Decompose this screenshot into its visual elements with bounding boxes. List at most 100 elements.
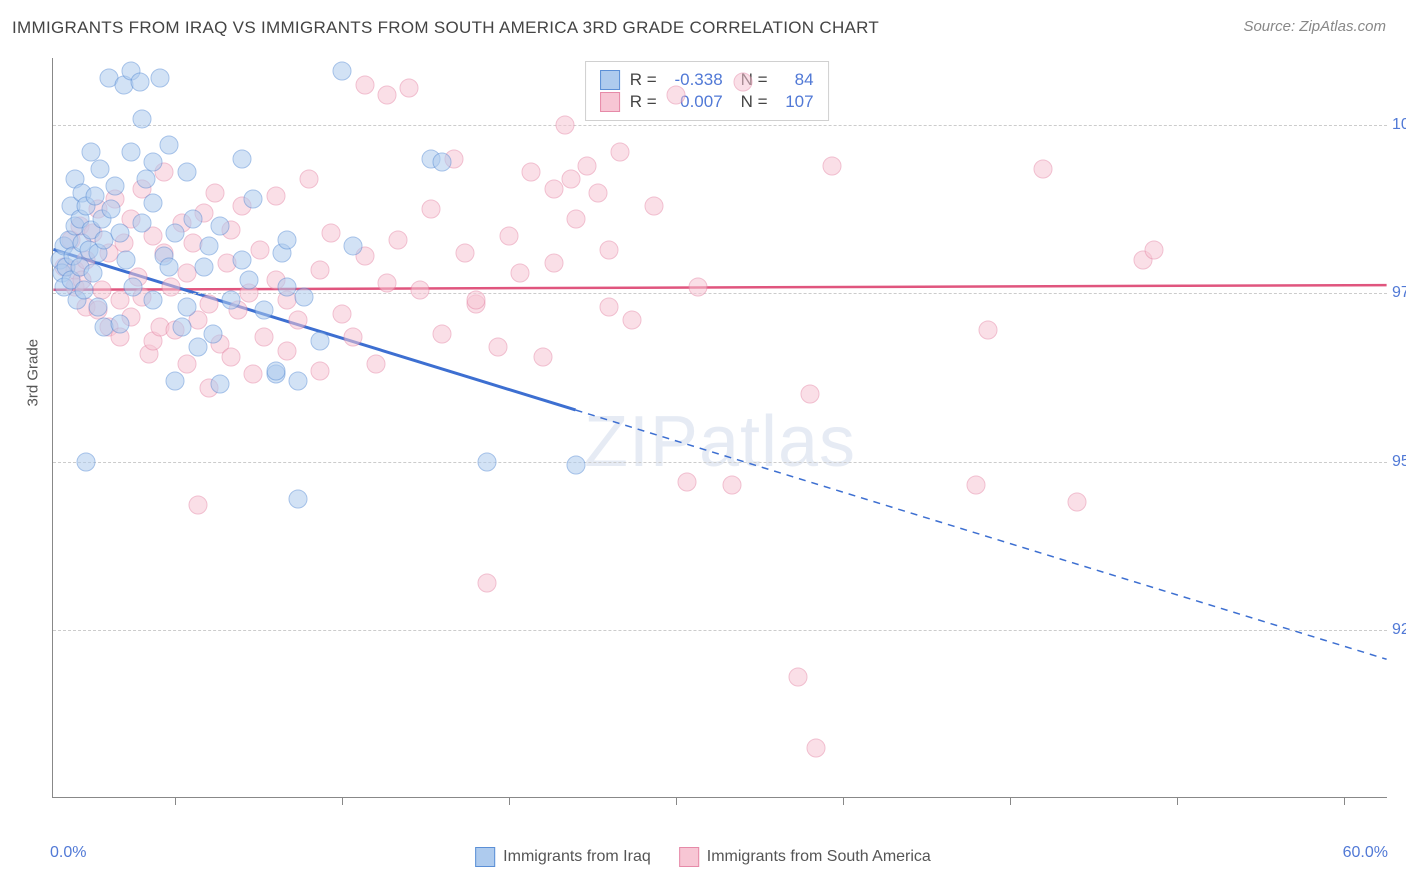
scatter-point xyxy=(250,240,269,259)
scatter-point xyxy=(288,489,307,508)
scatter-point xyxy=(110,223,129,242)
scatter-point xyxy=(204,324,223,343)
scatter-point xyxy=(477,573,496,592)
chart-source: Source: ZipAtlas.com xyxy=(1243,18,1386,35)
scatter-point xyxy=(611,143,630,162)
scatter-point xyxy=(544,254,563,273)
scatter-point xyxy=(184,210,203,229)
x-tick-minor xyxy=(342,797,343,805)
x-tick-minor xyxy=(175,797,176,805)
scatter-point xyxy=(199,237,218,256)
legend-swatch-pink xyxy=(679,847,699,867)
scatter-point xyxy=(244,190,263,209)
scatter-point xyxy=(84,264,103,283)
scatter-point xyxy=(400,79,419,98)
scatter-point xyxy=(377,274,396,293)
scatter-point xyxy=(255,328,274,347)
scatter-point xyxy=(689,277,708,296)
y-tick-label: 95.0% xyxy=(1392,453,1406,471)
x-tick-minor xyxy=(1177,797,1178,805)
scatter-point xyxy=(233,149,252,168)
scatter-point xyxy=(366,355,385,374)
scatter-point xyxy=(678,472,697,491)
scatter-point xyxy=(544,180,563,199)
x-tick-minor xyxy=(1344,797,1345,805)
scatter-point xyxy=(288,311,307,330)
x-tick-minor xyxy=(843,797,844,805)
x-tick-minor xyxy=(509,797,510,805)
scatter-point xyxy=(133,109,152,128)
watermark: ZIPatlas xyxy=(584,401,856,483)
legend-row-blue: R = -0.338 N = 84 xyxy=(600,70,814,90)
scatter-point xyxy=(277,341,296,360)
chart-plot-area: 3rd Grade ZIPatlas R = -0.338 N = 84 R =… xyxy=(52,58,1387,798)
y-tick-label: 92.5% xyxy=(1392,621,1406,639)
scatter-point xyxy=(533,348,552,367)
scatter-point xyxy=(722,476,741,495)
scatter-point xyxy=(800,385,819,404)
scatter-point xyxy=(433,324,452,343)
scatter-point xyxy=(589,183,608,202)
x-axis-max: 60.0% xyxy=(1343,844,1388,862)
n-value-pink: 107 xyxy=(778,92,814,112)
scatter-point xyxy=(433,153,452,172)
scatter-point xyxy=(1067,493,1086,512)
scatter-point xyxy=(1034,160,1053,179)
gridline-h xyxy=(53,125,1387,126)
gridline-h xyxy=(53,462,1387,463)
scatter-point xyxy=(466,291,485,310)
x-tick-minor xyxy=(1010,797,1011,805)
scatter-point xyxy=(1145,240,1164,259)
scatter-point xyxy=(77,452,96,471)
scatter-point xyxy=(166,223,185,242)
scatter-point xyxy=(622,311,641,330)
scatter-point xyxy=(222,348,241,367)
scatter-point xyxy=(130,72,149,91)
scatter-point xyxy=(578,156,597,175)
scatter-point xyxy=(90,160,109,179)
scatter-point xyxy=(177,264,196,283)
scatter-point xyxy=(86,186,105,205)
scatter-point xyxy=(88,297,107,316)
legend-label-pink: Immigrants from South America xyxy=(707,848,931,866)
y-axis-label: 3rd Grade xyxy=(25,338,42,406)
scatter-point xyxy=(110,314,129,333)
scatter-point xyxy=(333,62,352,81)
chart-title: IMMIGRANTS FROM IRAQ VS IMMIGRANTS FROM … xyxy=(12,18,879,38)
legend-swatch-blue xyxy=(475,847,495,867)
legend-item-blue: Immigrants from Iraq xyxy=(475,847,651,867)
scatter-point xyxy=(355,75,374,94)
scatter-point xyxy=(255,301,274,320)
scatter-point xyxy=(566,456,585,475)
scatter-point xyxy=(733,72,752,91)
scatter-point xyxy=(822,156,841,175)
scatter-point xyxy=(121,143,140,162)
scatter-point xyxy=(522,163,541,182)
scatter-point xyxy=(344,328,363,347)
scatter-point xyxy=(188,338,207,357)
scatter-point xyxy=(388,230,407,249)
scatter-point xyxy=(344,237,363,256)
trend-lines-svg xyxy=(53,58,1387,797)
scatter-point xyxy=(239,271,258,290)
scatter-point xyxy=(106,176,125,195)
scatter-point xyxy=(288,371,307,390)
scatter-point xyxy=(600,240,619,259)
r-label: R = xyxy=(630,92,657,112)
scatter-point xyxy=(199,294,218,313)
scatter-point xyxy=(807,738,826,757)
scatter-point xyxy=(124,277,143,296)
scatter-point xyxy=(789,667,808,686)
legend-row-pink: R = 0.007 N = 107 xyxy=(600,92,814,112)
scatter-point xyxy=(311,260,330,279)
scatter-point xyxy=(511,264,530,283)
scatter-point xyxy=(967,476,986,495)
r-label: R = xyxy=(630,70,657,90)
n-value-blue: 84 xyxy=(778,70,814,90)
scatter-point xyxy=(177,355,196,374)
scatter-point xyxy=(667,86,686,105)
scatter-point xyxy=(206,183,225,202)
scatter-point xyxy=(161,277,180,296)
scatter-point xyxy=(477,452,496,471)
legend-item-pink: Immigrants from South America xyxy=(679,847,931,867)
